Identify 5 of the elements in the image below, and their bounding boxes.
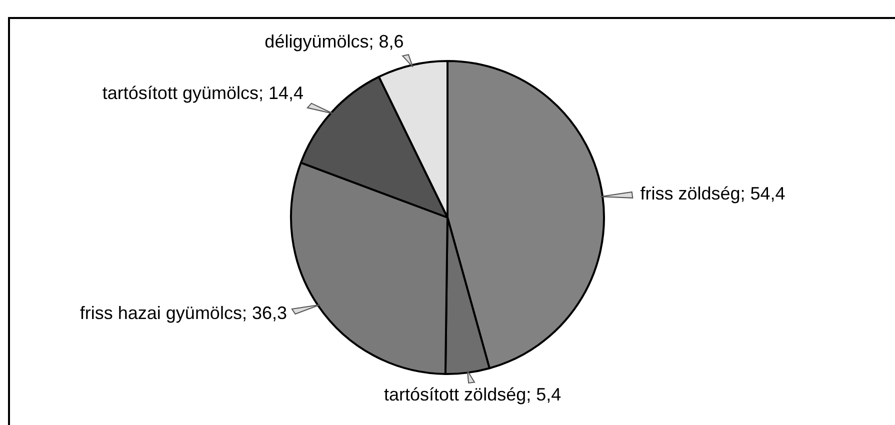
slice-label: tartósított gyümölcs; 14,4 — [102, 82, 304, 103]
slice-label: friss hazai gyümölcs; 36,3 — [80, 302, 287, 323]
slice-label: tartósított zöldség; 5,4 — [384, 384, 562, 405]
slice-label: déligyümölcs; 8,6 — [264, 31, 404, 52]
slice-label: friss zöldség; 54,4 — [640, 183, 786, 204]
